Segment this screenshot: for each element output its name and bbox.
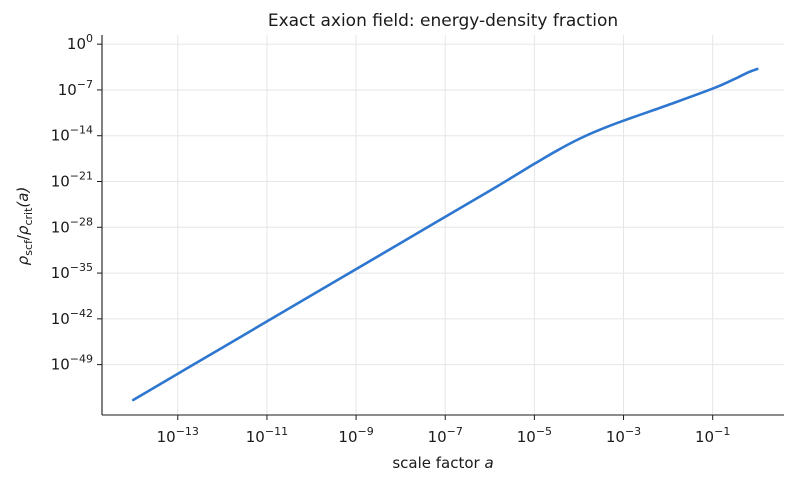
y-tick-label: 10−49 (51, 353, 93, 374)
y-label-rho2: ρ (14, 225, 32, 235)
y-tick-label: 10−14 (51, 124, 93, 145)
y-tick-label: 10−7 (58, 78, 93, 99)
ticks: 10−13 10−11 10−9 10−7 10−5 10−3 10−1 100 10−7 10−… (51, 32, 731, 446)
grid (102, 35, 784, 415)
x-tick-label: 10−3 (606, 425, 641, 446)
y-tick-label: 10−42 (51, 307, 93, 328)
y-label-rho1: ρ (14, 255, 32, 265)
x-tick-label: 10−9 (338, 425, 373, 446)
y-label-tail: (a) (14, 187, 32, 208)
x-axis-label: scale factor a (392, 454, 493, 472)
y-label-sub1: scf (22, 239, 35, 256)
y-label-slash: / (14, 234, 32, 240)
y-label-sub2: crit (22, 207, 35, 226)
y-tick-label: 10−35 (51, 261, 93, 282)
y-tick-label: 100 (67, 32, 93, 53)
x-tick-label: 10−1 (695, 425, 730, 446)
x-tick-label: 10−5 (517, 425, 552, 446)
x-tick-label: 10−11 (246, 425, 288, 446)
chart-title: Exact axion field: energy-density fracti… (268, 11, 618, 31)
y-axis-label: ρscf/ρcrit(a) (14, 187, 35, 266)
x-axis-label-prefix: scale factor (392, 454, 484, 472)
x-tick-label: 10−7 (428, 425, 463, 446)
x-axis-label-var: a (484, 454, 493, 472)
plot-area (131, 67, 759, 402)
y-tick-label: 10−28 (51, 215, 93, 236)
x-tick-label: 10−13 (157, 425, 199, 446)
y-tick-label: 10−21 (51, 170, 93, 191)
series-line (131, 67, 759, 402)
